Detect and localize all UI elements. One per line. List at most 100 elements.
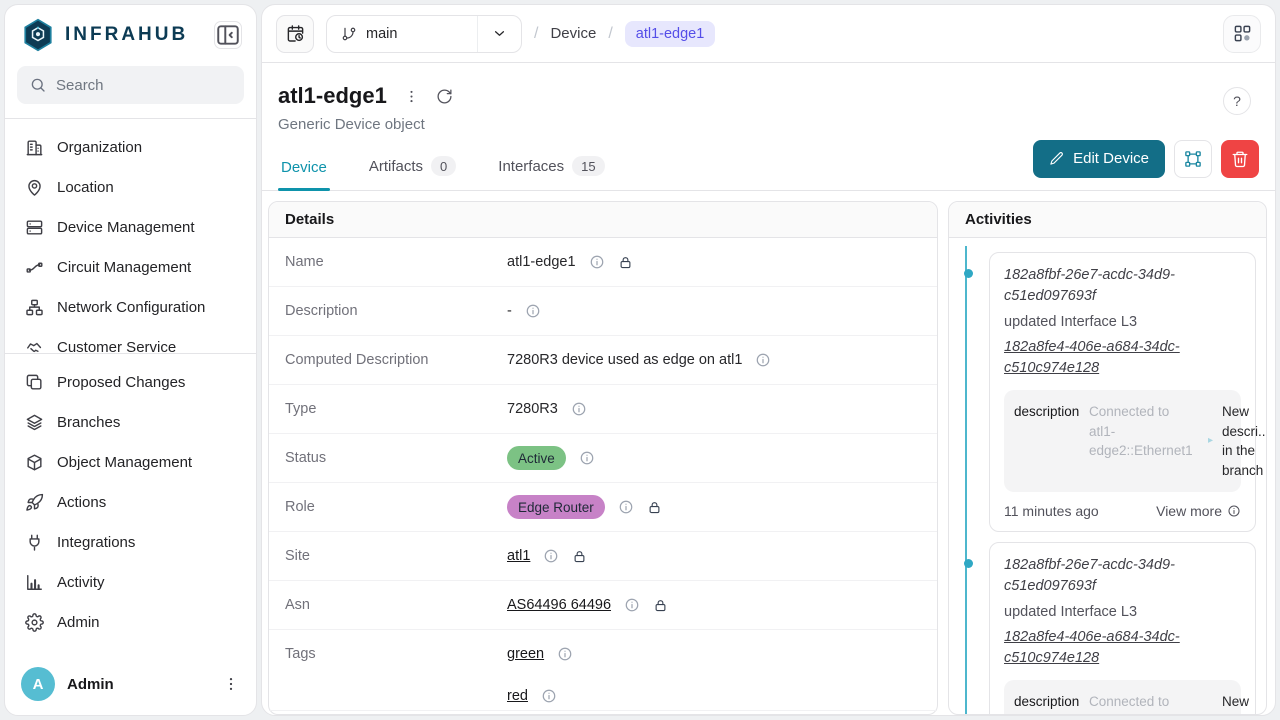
pencil-icon: [1049, 151, 1064, 166]
search-box[interactable]: ^K: [17, 66, 255, 104]
breadcrumb-section[interactable]: Device: [550, 25, 597, 42]
sidebar-item-customer-service[interactable]: Customer Service: [17, 327, 244, 353]
info-icon[interactable]: [589, 254, 605, 270]
sidebar-item-label: Integrations: [57, 533, 136, 551]
tab-count-badge: 15: [572, 156, 605, 176]
activity-target-link[interactable]: 182a8fe4-406e-a684-34dc-c510c974e128: [1004, 629, 1180, 667]
search-input[interactable]: [56, 76, 255, 94]
tab-device[interactable]: Device: [278, 159, 330, 191]
activities-card: Activities 182a8fbf-26e7-acdc-34d9-c51ed…: [948, 201, 1267, 715]
panel-left-icon: [217, 25, 239, 45]
info-icon[interactable]: [543, 548, 559, 564]
edit-device-button[interactable]: Edit Device: [1033, 139, 1165, 178]
info-icon[interactable]: [525, 303, 541, 319]
detail-row-status: Status Active: [269, 434, 937, 483]
sidebar: INFRAHUB ^K Organization Location Device M…: [4, 4, 257, 716]
sidebar-item-label: Activity: [57, 573, 105, 591]
map-pin-icon: [28, 179, 41, 196]
tab-label: Device: [281, 159, 327, 176]
info-icon[interactable]: [755, 352, 771, 368]
activity-target-link[interactable]: 182a8fe4-406e-a684-34dc-c510c974e128: [1004, 339, 1180, 377]
detail-row-asn: Asn AS64496 64496: [269, 581, 937, 630]
info-icon[interactable]: [624, 597, 640, 613]
activity-time: 11 minutes ago: [1004, 503, 1099, 520]
detail-row-site: Site atl1: [269, 532, 937, 581]
tab-count-badge: 0: [431, 156, 457, 176]
group-select-icon: [1185, 150, 1201, 167]
page-title: atl1-edge1: [278, 83, 387, 108]
trash-icon: [1232, 151, 1248, 167]
breadcrumb-current[interactable]: atl1-edge1: [624, 20, 716, 47]
time-travel-button[interactable]: [276, 14, 314, 53]
lock-icon: [574, 550, 585, 562]
branch-name: main: [366, 25, 398, 42]
gear-icon: [25, 612, 44, 632]
sidebar-item-label: Object Management: [57, 453, 193, 471]
edit-device-label: Edit Device: [1073, 150, 1149, 167]
lock-icon: [620, 256, 630, 268]
activities-card-title: Activities: [949, 202, 1266, 238]
sidebar-item-circuit-management[interactable]: Circuit Management: [17, 247, 244, 287]
sidebar-item-location[interactable]: Location: [17, 167, 244, 207]
detail-link[interactable]: red: [507, 688, 528, 704]
nav-group-1: Proposed Changes Branches Object Managemen…: [5, 354, 256, 650]
title-kebab-icon[interactable]: [403, 88, 420, 105]
tab-artifacts[interactable]: Artifacts 0: [366, 156, 459, 190]
tab-label: Artifacts: [368, 157, 424, 175]
info-icon[interactable]: [557, 646, 573, 662]
info-icon: [1228, 505, 1240, 517]
detail-link[interactable]: AS64496 64496: [507, 597, 612, 613]
help-button[interactable]: ?: [1223, 87, 1251, 115]
pencil-icon: [1050, 152, 1064, 165]
sidebar-item-label: Circuit Management: [57, 258, 192, 276]
schema-visualizer-button[interactable]: [1223, 14, 1261, 53]
detail-label: Role: [285, 499, 315, 515]
view-more-link[interactable]: View more: [1156, 503, 1241, 519]
info-icon[interactable]: [541, 688, 557, 704]
info-icon[interactable]: [579, 450, 595, 466]
page-subtitle: Generic Device object: [278, 116, 425, 133]
sidebar-item-proposed-changes[interactable]: Proposed Changes: [17, 362, 244, 402]
sidebar-item-device-management[interactable]: Device Management: [17, 207, 244, 247]
user-menu-kebab-icon[interactable]: [222, 675, 240, 693]
handshake-icon: [27, 342, 42, 352]
detail-label: Site: [285, 548, 310, 564]
sidebar-item-object-management[interactable]: Object Management: [17, 442, 244, 482]
tab-label: Interfaces: [498, 157, 565, 175]
activity-card: 182a8fbf-26e7-acdc-34d9-c51ed097693f upda…: [963, 542, 1266, 714]
nav-group-0: Organization Location Device Management Cir…: [5, 119, 256, 353]
detail-link[interactable]: atl1: [507, 548, 531, 564]
sidebar-item-integrations[interactable]: Integrations: [17, 522, 244, 562]
chevron-down-icon: [494, 31, 505, 36]
sidebar-item-organization[interactable]: Organization: [17, 127, 244, 167]
detail-label: Description: [285, 303, 358, 319]
sidebar-item-activity[interactable]: Activity: [17, 562, 244, 602]
branch-selector[interactable]: main: [326, 14, 522, 53]
sidebar-item-label: Actions: [57, 493, 107, 511]
sidebar-item-label: Organization: [57, 138, 143, 156]
details-card-title: Details: [269, 202, 937, 238]
tab-interfaces[interactable]: Interfaces 15: [495, 156, 607, 190]
detail-row-type: Type 7280R3: [269, 385, 937, 434]
cable-icon: [26, 262, 43, 273]
sidebar-item-label: Branches: [57, 413, 121, 431]
manage-groups-button[interactable]: [1174, 139, 1212, 178]
detail-value: 7280R3: [507, 401, 558, 417]
details-card: Details Name atl1-edge1 Description - Comput…: [268, 201, 938, 715]
refresh-icon[interactable]: [436, 88, 453, 105]
branch-selector-chevron[interactable]: [477, 15, 521, 52]
sidebar-collapse-button[interactable]: [214, 21, 242, 49]
diff-field-name: description: [1014, 404, 1080, 420]
detail-label: Computed Description: [285, 352, 429, 368]
sidebar-item-actions[interactable]: Actions: [17, 482, 244, 522]
info-icon[interactable]: [618, 499, 634, 515]
detail-link[interactable]: green: [507, 646, 545, 662]
sidebar-divider: [5, 118, 256, 119]
delete-device-button[interactable]: [1221, 139, 1259, 178]
info-icon[interactable]: [571, 401, 587, 417]
sidebar-item-admin[interactable]: Admin: [17, 602, 244, 642]
sidebar-item-branches[interactable]: Branches: [17, 402, 244, 442]
activity-diff-box: description Connected to atl1-edge2::Ethe…: [1004, 390, 1266, 493]
lock-icon: [655, 599, 666, 611]
sidebar-item-network-configuration[interactable]: Network Configuration: [17, 287, 244, 327]
